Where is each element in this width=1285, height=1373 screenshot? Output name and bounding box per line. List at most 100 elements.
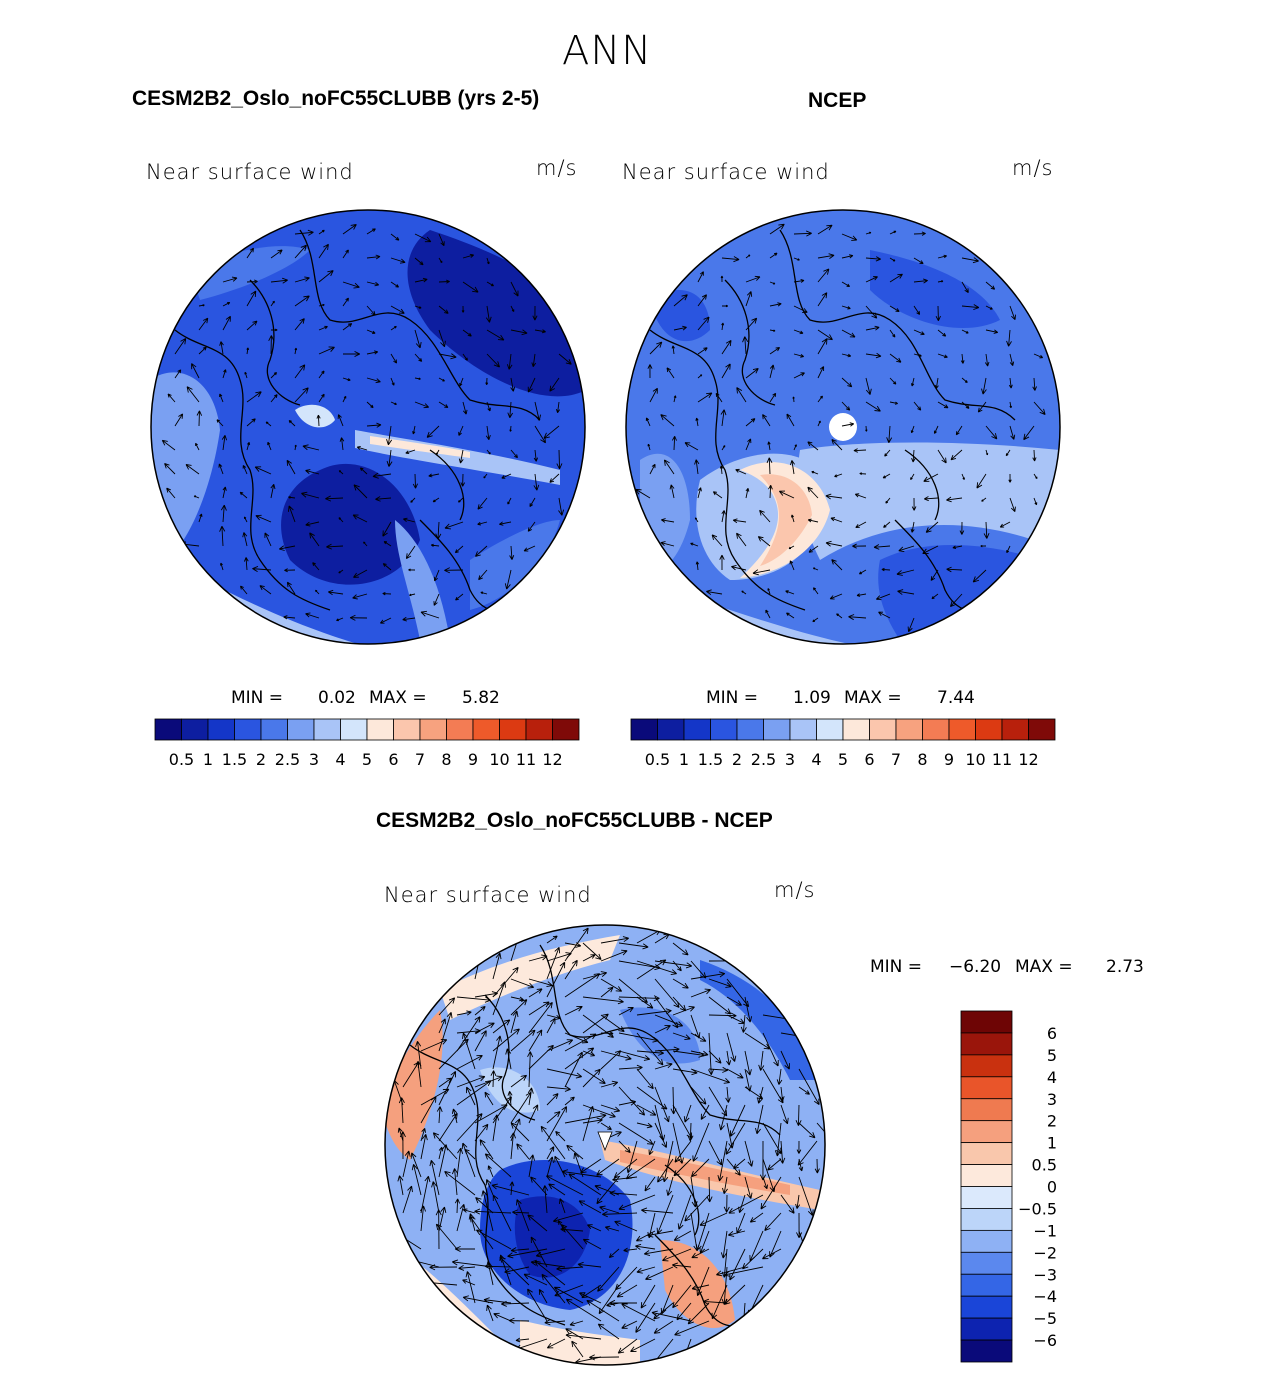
model-wind-arrow [410, 497, 416, 503]
obs-wind-arrow [759, 509, 771, 523]
diff-wind-arrow [733, 1158, 746, 1170]
diff-wind-arrow [726, 1068, 744, 1079]
model-wind-arrow [414, 305, 422, 309]
diff-wind-arrow [618, 1099, 637, 1106]
model-wind-arrow [294, 387, 309, 403]
model-wind-arrow [366, 254, 381, 260]
diff-min-label: MIN = [870, 957, 923, 977]
model-wind-arrow [254, 466, 272, 475]
diff-wind-arrow [600, 949, 628, 962]
model-wind-arrow [483, 473, 488, 479]
obs-wind-arrow [788, 545, 795, 550]
model-wind-arrow [259, 585, 272, 595]
diff-wind-arrow [626, 1140, 638, 1174]
diff-wind-arrow [559, 1198, 566, 1214]
obs-wind-arrow [719, 465, 724, 475]
model-wind-arrow [342, 377, 351, 382]
diff-wind-arrow [402, 1185, 413, 1214]
model-colorbar-swatch [181, 718, 209, 741]
obs-wind-arrow [793, 257, 800, 261]
diff-wind-arrow [654, 1014, 684, 1027]
model-wind-arrow [533, 473, 540, 491]
model-wind-arrow [438, 329, 446, 348]
diff-wind-arrow [484, 1153, 512, 1178]
obs-wind-arrow [769, 302, 782, 307]
model-wind-arrow [420, 610, 440, 619]
diff-wind-arrow [672, 942, 689, 956]
model-wind-arrow [386, 425, 393, 446]
obs-wind-arrow [889, 230, 897, 235]
diff-wind-arrow [672, 1104, 693, 1139]
model-wind-arrow [246, 347, 250, 355]
model-wind-arrow [438, 279, 450, 284]
model-wind-arrow [477, 497, 488, 510]
diff-wind-arrow [462, 1032, 476, 1070]
diff-wind-arrow [600, 978, 623, 992]
diff-wind-arrow [599, 1205, 620, 1214]
diff-colorbar-swatch [960, 1054, 1013, 1078]
diff-wind-arrow [683, 1104, 692, 1123]
diff-colorbar: 6 5 4 3 2 1 0.5 0 −0.5 −1 −2 −3 −4 −5 −6 [960, 1010, 1057, 1363]
diff-wind-arrow [674, 1320, 710, 1336]
diff-wind-arrow [798, 1068, 820, 1105]
model-wind-arrow [462, 329, 472, 337]
diff-wind-arrow [578, 1200, 602, 1214]
model-wind-arrow [288, 495, 296, 499]
model-wind-arrow [164, 463, 176, 475]
obs-wind-arrow [1008, 377, 1013, 389]
obs-wind-arrow [812, 567, 819, 571]
obs-wind-arrow [930, 569, 939, 581]
obs-wind-arrow [907, 617, 915, 633]
obs-colorbar-tick-label: 7 [891, 750, 901, 769]
diff-wind-arrow [764, 1212, 782, 1231]
obs-wind-arrow [955, 425, 963, 436]
obs-wind-arrow [719, 554, 725, 571]
diff-panel-title: CESM2B2_Oslo_noFC55CLUBB - NCEP [376, 809, 773, 832]
diff-wind-arrow [456, 1016, 481, 1052]
diff-wind-arrow [560, 1226, 584, 1233]
diff-max-value: 2.73 [1106, 957, 1144, 977]
diff-wind-arrow [798, 1086, 810, 1095]
diff-wind-arrow [582, 942, 602, 960]
diff-wind-arrow [492, 981, 506, 1016]
obs-wind-arrow [673, 325, 687, 331]
obs-map [626, 210, 1060, 644]
obs-colorbar-swatch [657, 718, 685, 741]
obs-wind-arrow [889, 273, 903, 283]
diff-colorbar-swatch [960, 1032, 1013, 1056]
obs-wind-arrow [745, 438, 752, 451]
diff-wind-arrow [692, 1122, 710, 1162]
diff-wind-arrow [538, 1289, 548, 1304]
diff-wind-arrow [582, 1117, 603, 1124]
obs-wind-arrow [913, 305, 921, 315]
model-colorbar-tick-label: 8 [441, 750, 451, 769]
obs-wind-arrow [769, 392, 777, 403]
diff-wind-arrow [636, 959, 667, 980]
model-wind-arrow [426, 425, 440, 438]
diff-wind-arrow [474, 1208, 512, 1215]
model-wind-arrow [242, 532, 248, 547]
diff-wind-arrow [636, 1122, 653, 1129]
obs-wind-arrow [937, 449, 947, 464]
diff-wind-arrow [636, 960, 677, 976]
diff-wind-arrow [454, 1245, 476, 1252]
model-contour-fields [151, 230, 585, 644]
model-wind-arrow [246, 279, 258, 284]
diff-wind-arrow [636, 1008, 672, 1016]
diff-wind-arrow [795, 1194, 801, 1209]
obs-wind-arrow [811, 470, 819, 475]
obs-wind-arrow [834, 473, 843, 478]
diff-wind-arrow [596, 1158, 620, 1176]
diff-colorbar-swatch [960, 1229, 1013, 1253]
model-wind-arrow [499, 521, 512, 526]
model-colorbar-swatch [446, 718, 474, 741]
obs-wind-arrow [889, 305, 900, 313]
obs-wind-arrow [910, 521, 915, 533]
diff-wind-arrow [546, 961, 566, 998]
obs-wind-arrow [735, 468, 747, 475]
obs-wind-arrow [946, 496, 963, 503]
model-wind-arrow [270, 249, 283, 259]
model-wind-arrow [220, 562, 224, 571]
model-colorbar-tick-label: 5 [362, 750, 372, 769]
model-wind-arrow [318, 370, 325, 379]
